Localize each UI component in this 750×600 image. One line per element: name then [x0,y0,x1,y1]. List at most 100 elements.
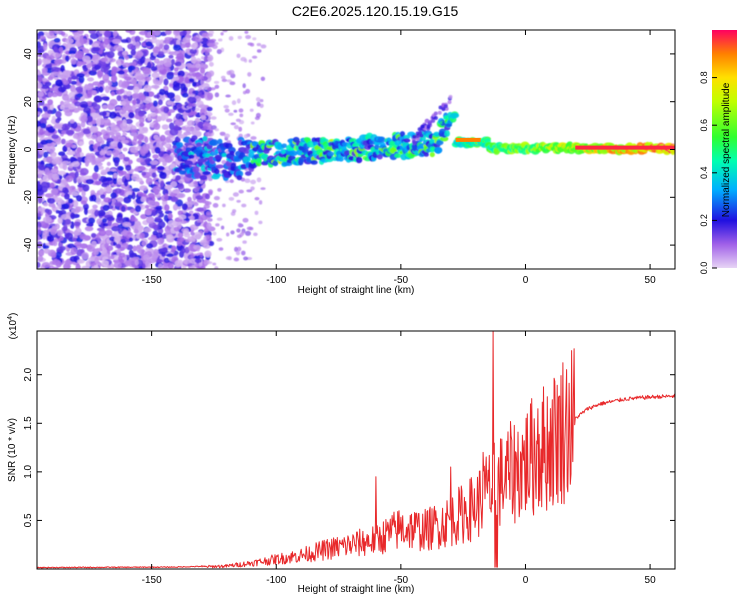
heatmap-blob [97,209,106,217]
heatmap-blob [37,103,41,108]
heatmap-blob [183,188,192,193]
heatmap-blob [197,92,203,97]
heatmap-blob [51,115,56,122]
y-tick-label: -40 [23,237,34,252]
heatmap-blob [55,79,63,87]
heatmap-blob [208,61,214,67]
heatmap-blob [128,249,134,257]
colorbar-gradient [712,30,737,268]
heatmap-blob [73,221,81,227]
heatmap-blob [71,161,80,167]
heatmap-blob [243,134,249,139]
heatmap-blob [70,75,79,80]
heatmap-blob [46,55,55,61]
heatmap-blob [130,78,137,85]
heatmap-blob [138,192,147,197]
heatmap-blob [190,53,195,57]
heatmap-blob [163,106,169,114]
heatmap-blob [44,208,50,214]
heatmap-blob [64,110,73,117]
heatmap-blob [37,170,46,175]
x-tick-label: -100 [266,575,286,586]
heatmap-blob [37,255,44,262]
carrier-blob [184,160,193,166]
carrier-blob [306,141,316,148]
heatmap-blob [61,214,70,220]
heatmap-blob [43,248,51,254]
heatmap-blob [242,83,246,89]
heatmap-blob [39,249,44,256]
heatmap-blob [172,204,178,211]
heatmap-blob [210,38,217,42]
heatmap-blob [184,76,190,84]
heatmap-blob [91,240,97,248]
heatmap-blob [138,95,147,101]
heatmap-blob [250,186,255,191]
heatmap-blob [104,243,109,248]
carrier-blob [399,131,406,137]
heatmap-blob [148,257,157,264]
heatmap-blob [84,156,93,164]
heatmap-blob [37,229,42,236]
heatmap-blob [207,218,213,222]
heatmap-blob [198,104,207,109]
heatmap-blob [206,222,212,229]
heatmap-blob [112,38,121,45]
heatmap-blob [134,35,141,43]
heatmap-blob [41,67,48,74]
heatmap-blob [122,229,128,237]
snr-panel: -150 -100 -50 0 50 0.5 1.0 1.5 2.0 Height of st… [7,313,676,595]
heatmap-blob [137,139,142,145]
heatmap-blob [82,184,90,192]
heatmap-blob [145,41,153,47]
heatmap-blob [190,253,195,258]
heatmap-blob [158,263,163,269]
heatmap-blob [162,160,167,167]
heatmap-blob [236,228,241,233]
heatmap-blob [95,197,102,205]
heatmap-blob [155,232,163,239]
heatmap-blob [53,46,58,53]
heatmap-blob [196,246,201,252]
colorbar-tick-label: 0.8 [699,71,709,84]
heatmap-blob [212,262,217,266]
heatmap-blob [194,258,202,264]
heatmap-blob [80,200,87,205]
heatmap-blob [212,231,217,236]
heatmap-blob [50,71,60,77]
heatmap-blob [151,37,158,44]
heatmap-blob [38,164,45,171]
snr-frame [36,330,676,570]
heatmap-blob [163,257,170,264]
heatmap-blob [162,39,171,45]
heatmap-blob [143,84,152,92]
heatmap-blob [55,118,61,124]
heatmap-blob [103,67,109,75]
heatmap-blob [90,232,97,238]
heatmap-blob [256,177,262,183]
heatmap-blob [112,149,120,157]
heatmap-blob [69,221,75,229]
heatmap-blob [90,112,98,117]
heatmap-blob [223,104,230,109]
heatmap-blob [113,261,122,269]
heatmap-blob [133,229,139,234]
heatmap-blob [163,44,170,51]
heatmap-blob [37,33,41,40]
heatmap-blob [177,70,185,78]
heatmap-blob [148,167,155,174]
heatmap-blob [189,93,196,98]
carrier-blob [214,168,220,175]
heatmap-blob [70,58,77,65]
heatmap-blob [166,253,174,258]
heatmap-blob [183,131,192,136]
heatmap-blob [119,88,125,94]
branch-blob [448,94,453,99]
heatmap-blob [55,251,62,259]
heatmap-blob [70,247,78,255]
heatmap-blob [180,83,187,91]
heatmap-blob [63,224,68,231]
heatmap-blob [254,210,259,215]
heatmap-blob [214,128,219,132]
